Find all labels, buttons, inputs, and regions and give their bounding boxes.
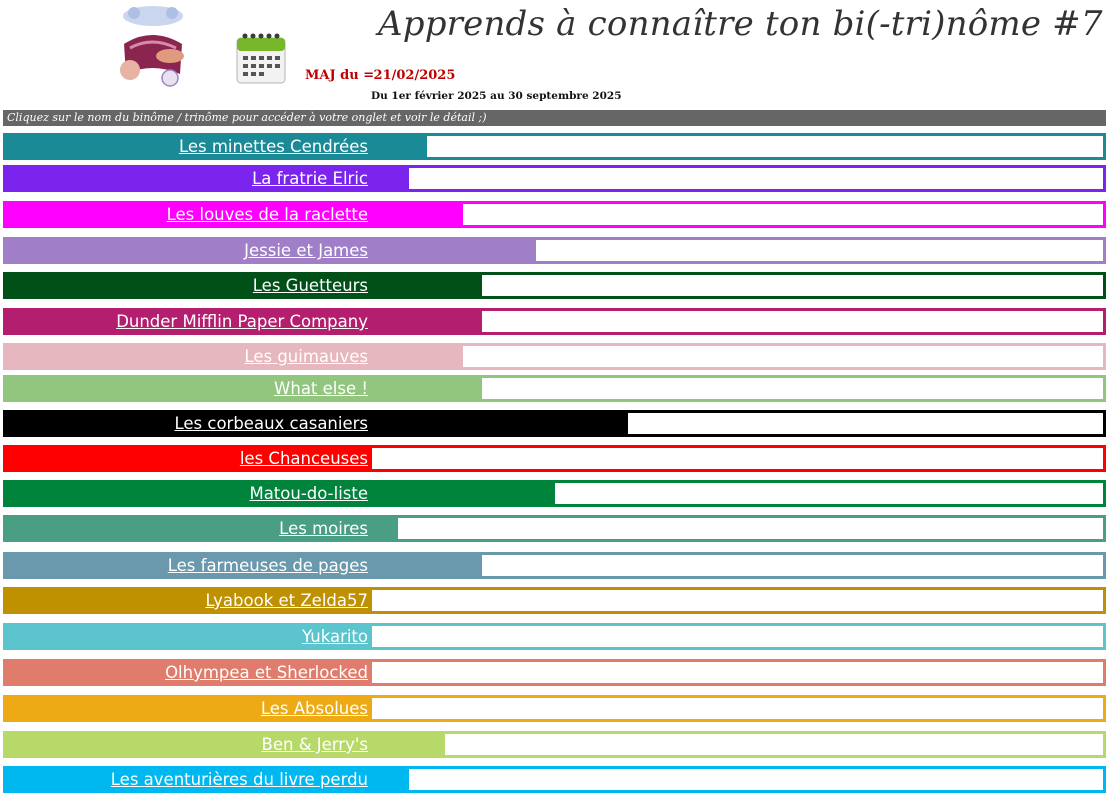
chart-row: les Chanceuses — [3, 445, 1106, 472]
binome-link[interactable]: La fratrie Elric — [3, 165, 369, 192]
progress-track — [369, 766, 1106, 793]
page-title: Apprends à connaître ton bi(-tri)nôme #7 — [378, 4, 1103, 44]
binome-link[interactable]: Lyabook et Zelda57 — [3, 587, 369, 614]
progress-bar — [372, 734, 445, 755]
chart-row: Matou-do-liste — [3, 480, 1106, 507]
chart-row: Yukarito — [3, 623, 1106, 650]
progress-track — [369, 201, 1106, 228]
progress-track — [369, 552, 1106, 579]
binome-link[interactable]: Matou-do-liste — [3, 480, 369, 507]
chart-row: Les moires — [3, 515, 1106, 542]
progress-bar — [372, 240, 536, 261]
binome-link[interactable]: Dunder Mifflin Paper Company — [3, 308, 369, 335]
binome-link[interactable]: Les Guetteurs — [3, 272, 369, 299]
update-line: MAJ du = 21/02/2025 — [305, 68, 455, 83]
binome-link[interactable]: What else ! — [3, 375, 369, 402]
chart-row: Les aventurières du livre perdu — [3, 766, 1106, 793]
progress-track — [369, 343, 1106, 370]
chart-row: Les Guetteurs — [3, 272, 1106, 299]
calendar-icon — [234, 30, 288, 86]
chart-row: Ben & Jerry's — [3, 731, 1106, 758]
progress-track — [369, 308, 1106, 335]
progress-track — [369, 445, 1106, 472]
progress-bar — [372, 311, 482, 332]
binome-link[interactable]: Ben & Jerry's — [3, 731, 369, 758]
chart-row: La fratrie Elric — [3, 165, 1106, 192]
progress-track — [369, 272, 1106, 299]
header: Apprends à connaître ton bi(-tri)nôme #7… — [0, 0, 1107, 108]
chart-row: Les farmeuses de pages — [3, 552, 1106, 579]
progress-track — [369, 133, 1106, 160]
update-date: 21/02/2025 — [373, 68, 456, 83]
binome-link[interactable]: Les aventurières du livre perdu — [3, 766, 369, 793]
progress-track — [369, 165, 1106, 192]
progress-bar — [372, 275, 482, 296]
progress-bar — [372, 204, 463, 225]
progress-track — [369, 480, 1106, 507]
chart-row: Les minettes Cendrées — [3, 133, 1106, 160]
chart-row: Les Absolues — [3, 695, 1106, 722]
binome-link[interactable]: Olhympea et Sherlocked — [3, 659, 369, 686]
progress-track — [369, 659, 1106, 686]
progress-track — [369, 731, 1106, 758]
progress-bar — [372, 555, 482, 576]
progress-track — [369, 410, 1106, 437]
binome-link[interactable]: Les Absolues — [3, 695, 369, 722]
update-label: MAJ du = — [305, 68, 375, 83]
progress-track — [369, 695, 1106, 722]
progress-track — [369, 623, 1106, 650]
chart-row: Les louves de la raclette — [3, 201, 1106, 228]
challenge-period: Du 1er février 2025 au 30 septembre 2025 — [371, 90, 622, 102]
progress-bar — [372, 518, 398, 539]
progress-bar — [372, 413, 628, 434]
progress-bar — [372, 168, 409, 189]
chart-row: Lyabook et Zelda57 — [3, 587, 1106, 614]
chart-row: Jessie et James — [3, 237, 1106, 264]
chart-row: Les guimauves — [3, 343, 1106, 370]
binome-link[interactable]: Les corbeaux casaniers — [3, 410, 369, 437]
binome-link[interactable]: Les minettes Cendrées — [3, 133, 369, 160]
progress-track — [369, 515, 1106, 542]
progress-bar — [372, 378, 482, 399]
progress-track — [369, 237, 1106, 264]
binome-link[interactable]: Jessie et James — [3, 237, 369, 264]
progress-bar — [372, 769, 409, 790]
binome-link[interactable]: Les farmeuses de pages — [3, 552, 369, 579]
binome-link[interactable]: Yukarito — [3, 623, 369, 650]
progress-bar — [372, 346, 463, 367]
progress-track — [369, 375, 1106, 402]
instruction-banner: Cliquez sur le nom du binôme / trinôme p… — [3, 110, 1106, 126]
binome-link[interactable]: Les louves de la raclette — [3, 201, 369, 228]
binome-link[interactable]: les Chanceuses — [3, 445, 369, 472]
progress-bar — [372, 483, 555, 504]
progress-track — [369, 587, 1106, 614]
progress-bar — [372, 136, 427, 157]
chart-row: What else ! — [3, 375, 1106, 402]
reading-logo-icon — [112, 4, 194, 90]
binome-link[interactable]: Les guimauves — [3, 343, 369, 370]
chart-row: Les corbeaux casaniers — [3, 410, 1106, 437]
chart-row: Olhympea et Sherlocked — [3, 659, 1106, 686]
chart-row: Dunder Mifflin Paper Company — [3, 308, 1106, 335]
binome-link[interactable]: Les moires — [3, 515, 369, 542]
